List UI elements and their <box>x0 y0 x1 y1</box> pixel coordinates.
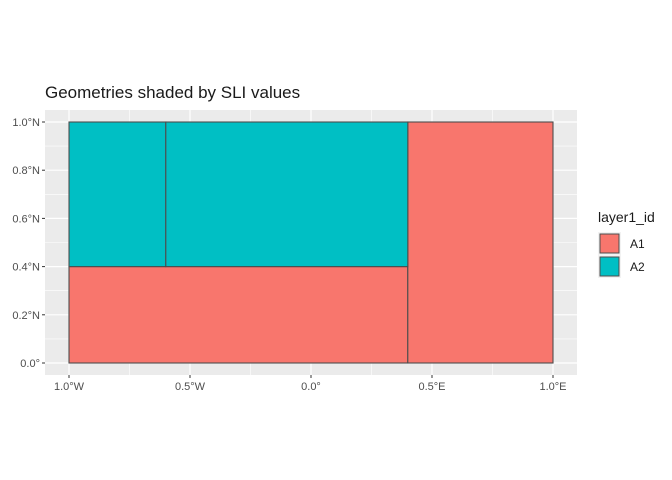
y-tick-label: 0.8°N <box>12 165 40 177</box>
x-tick-label: 0.5°W <box>175 381 206 393</box>
legend-swatch-a2 <box>599 256 620 277</box>
polygon-a2-4 <box>165 121 409 268</box>
y-axis: 0.0° 0.2°N 0.4°N 0.6°N 0.8°N 1.0°N <box>12 117 45 370</box>
x-tick-label: 0.5°E <box>418 381 445 393</box>
x-tick-label: 0.0° <box>301 381 321 393</box>
legend-label-a2: A2 <box>630 260 645 274</box>
legend: layer1_id A1 A2 <box>598 209 655 278</box>
x-tick-label: 1.0°W <box>54 381 85 393</box>
legend-label-a1: A1 <box>630 237 645 251</box>
y-tick-label: 0.0° <box>20 358 40 370</box>
y-tick-label: 0.4°N <box>12 262 40 274</box>
x-tick-label: 1.0°E <box>539 381 566 393</box>
x-axis: 1.0°W 0.5°W 0.0° 0.5°E 1.0°E <box>54 375 567 393</box>
chart-title: Geometries shaded by SLI values <box>45 83 300 102</box>
legend-title: layer1_id <box>598 209 655 225</box>
legend-swatch-a1 <box>599 233 620 254</box>
polygon-a2-3 <box>68 121 167 268</box>
y-tick-label: 0.6°N <box>12 213 40 225</box>
polygon-a1-2 <box>407 121 554 364</box>
polygon-a1-1 <box>68 266 409 364</box>
y-tick-label: 1.0°N <box>12 117 40 129</box>
y-tick-label: 0.2°N <box>12 310 40 322</box>
polygons <box>68 121 554 364</box>
